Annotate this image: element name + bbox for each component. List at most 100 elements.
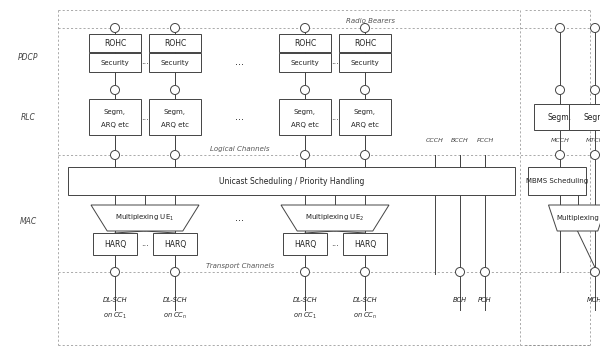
Text: RLC: RLC	[20, 114, 35, 122]
Text: Security: Security	[290, 60, 319, 66]
Text: Segm,: Segm,	[164, 109, 186, 115]
Text: DL-SCH: DL-SCH	[293, 297, 317, 303]
Circle shape	[170, 85, 179, 95]
Circle shape	[170, 268, 179, 276]
Text: Radio Bearers: Radio Bearers	[346, 18, 395, 24]
Text: Segm.: Segm.	[583, 113, 600, 121]
Bar	[343, 233, 387, 255]
Text: MBMS Scheduling: MBMS Scheduling	[526, 178, 588, 184]
Text: ...: ...	[141, 113, 149, 121]
Text: ARQ etc: ARQ etc	[101, 122, 129, 128]
Text: HARQ: HARQ	[104, 239, 126, 249]
Circle shape	[301, 268, 310, 276]
Circle shape	[361, 268, 370, 276]
Circle shape	[590, 268, 599, 276]
Text: HARQ: HARQ	[164, 239, 186, 249]
Text: PCH: PCH	[478, 297, 492, 303]
Text: on CC$_1$: on CC$_1$	[293, 311, 317, 321]
Text: Segm.: Segm.	[548, 113, 572, 121]
Text: ...: ...	[235, 57, 245, 67]
Text: Transport Channels: Transport Channels	[206, 263, 274, 269]
Text: BCCH: BCCH	[451, 138, 469, 144]
Text: ROHC: ROHC	[354, 38, 376, 48]
Text: PCCH: PCCH	[476, 138, 494, 144]
Text: Segm,: Segm,	[294, 109, 316, 115]
Circle shape	[110, 24, 119, 32]
Bar	[153, 233, 197, 255]
Circle shape	[455, 268, 464, 276]
Bar	[68, 167, 515, 195]
Text: Segm,: Segm,	[104, 109, 126, 115]
Bar	[279, 53, 331, 72]
Polygon shape	[91, 205, 199, 231]
Bar	[339, 99, 391, 135]
Text: Segm,: Segm,	[354, 109, 376, 115]
Bar	[93, 233, 137, 255]
Bar	[339, 34, 391, 52]
Text: PDCP: PDCP	[18, 53, 38, 61]
Circle shape	[556, 24, 565, 32]
Text: HARQ: HARQ	[354, 239, 376, 249]
Bar	[569, 104, 600, 130]
Text: ARQ etc: ARQ etc	[351, 122, 379, 128]
Text: CCCH: CCCH	[426, 138, 444, 144]
Bar	[89, 53, 141, 72]
Circle shape	[110, 268, 119, 276]
Circle shape	[170, 24, 179, 32]
Bar	[149, 99, 201, 135]
Text: ROHC: ROHC	[294, 38, 316, 48]
Circle shape	[556, 85, 565, 95]
Circle shape	[590, 85, 599, 95]
Text: MCH: MCH	[587, 297, 600, 303]
Bar	[528, 167, 586, 195]
Bar	[283, 233, 327, 255]
Text: DL-SCH: DL-SCH	[163, 297, 187, 303]
Text: Security: Security	[161, 60, 190, 66]
Text: Multiplexing: Multiplexing	[556, 215, 599, 221]
Circle shape	[301, 85, 310, 95]
Text: ...: ...	[331, 239, 339, 249]
Bar	[534, 104, 586, 130]
Bar	[89, 34, 141, 52]
Text: Security: Security	[101, 60, 130, 66]
Text: ...: ...	[331, 113, 339, 121]
Circle shape	[361, 85, 370, 95]
Text: Security: Security	[350, 60, 379, 66]
Circle shape	[301, 24, 310, 32]
Circle shape	[170, 150, 179, 160]
Text: DL-SCH: DL-SCH	[103, 297, 127, 303]
Text: MCCH: MCCH	[551, 138, 569, 144]
Circle shape	[301, 150, 310, 160]
Text: ROHC: ROHC	[164, 38, 186, 48]
Circle shape	[110, 85, 119, 95]
Text: MTCH: MTCH	[586, 138, 600, 144]
Text: Logical Channels: Logical Channels	[210, 146, 270, 152]
Bar	[89, 99, 141, 135]
Text: on CC$_n$: on CC$_n$	[163, 311, 187, 321]
Bar	[339, 53, 391, 72]
Text: ARQ etc: ARQ etc	[291, 122, 319, 128]
Polygon shape	[548, 205, 600, 231]
Text: DL-SCH: DL-SCH	[353, 297, 377, 303]
Text: ...: ...	[331, 58, 339, 66]
Circle shape	[590, 150, 599, 160]
Text: Multiplexing UE$_1$: Multiplexing UE$_1$	[115, 213, 175, 223]
Bar	[149, 34, 201, 52]
Circle shape	[361, 24, 370, 32]
Circle shape	[590, 24, 599, 32]
Text: ARQ etc: ARQ etc	[161, 122, 189, 128]
Circle shape	[110, 150, 119, 160]
Bar	[279, 34, 331, 52]
Text: BCH: BCH	[453, 297, 467, 303]
Bar	[279, 99, 331, 135]
Text: HARQ: HARQ	[294, 239, 316, 249]
Text: ...: ...	[235, 112, 245, 122]
Text: Multiplexing UE$_2$: Multiplexing UE$_2$	[305, 213, 365, 223]
Circle shape	[556, 150, 565, 160]
Text: Unicast Scheduling / Priority Handling: Unicast Scheduling / Priority Handling	[219, 176, 364, 185]
Text: ...: ...	[141, 239, 149, 249]
Text: ...: ...	[235, 213, 245, 223]
Polygon shape	[281, 205, 389, 231]
Circle shape	[481, 268, 490, 276]
Text: MAC: MAC	[19, 217, 37, 227]
